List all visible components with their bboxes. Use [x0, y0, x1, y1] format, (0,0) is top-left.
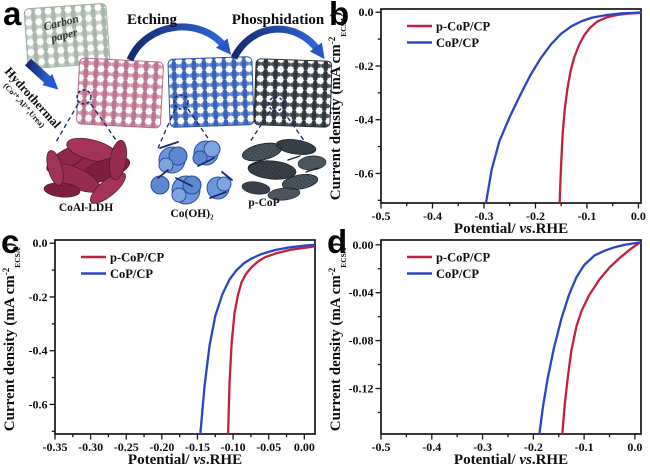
x-axis-label: Potential/ vs.RHE [454, 452, 568, 468]
y-tick-label: -0.04 [349, 286, 374, 300]
x-tick-label: -0.30 [78, 440, 103, 454]
y-tick-label: 0.0 [359, 5, 374, 19]
cooh2-label: Co(OH)₂ [170, 208, 214, 220]
pcop-structure [241, 139, 327, 201]
y-tick-label: -0.08 [349, 334, 374, 348]
x-tick-label: -0.5 [372, 209, 391, 223]
axes: -0.5 -0.4 -0.3 -0.2 -0.1 0.0 0.00 -0.04 -0.08 -0.… [349, 238, 643, 454]
panel-label-c: c [1, 223, 20, 260]
x-tick-label: -0.35 [43, 440, 68, 454]
series-group [538, 241, 641, 434]
x-tick-label: -0.2 [524, 440, 543, 454]
carbon-paper-mesh [23, 3, 111, 69]
legend-label: CoP/CP [110, 267, 153, 281]
x-tick-label: -0.05 [256, 440, 281, 454]
pcop-label: p-CoP [248, 197, 280, 209]
chart-panel-d: -0.5 -0.4 -0.3 -0.2 -0.1 0.0 0.00 -0.04 -0.08 -0.… [327, 238, 643, 468]
series-group [199, 243, 315, 434]
y-tick-label: -0.6 [29, 397, 48, 411]
etching-label: Etching [126, 12, 177, 28]
y-tick-label: -0.12 [349, 381, 374, 395]
y-axis-label: Current density (mA cm-2ECSA) [327, 243, 348, 431]
panel-label-b: b [329, 0, 350, 32]
x-tick-label: -0.10 [221, 440, 246, 454]
legend-label: p-CoP/CP [436, 251, 491, 265]
legend-label: p-CoP/CP [110, 251, 165, 265]
plot-frame [380, 239, 642, 435]
curve-CoP/CP [199, 243, 315, 434]
y-tick-label: 0.0 [33, 236, 48, 250]
x-axis-label: Potential/ vs.RHE [454, 221, 568, 237]
cooh2-structure [150, 140, 233, 205]
zoom-circle-ldh [76, 89, 92, 105]
cooh2-mesh [167, 56, 255, 128]
legend-label: CoP/CP [436, 36, 479, 50]
phosphidation-label: Phosphidation [231, 12, 325, 28]
legend-label: p-CoP/CP [436, 20, 491, 34]
x-tick-label: -0.20 [149, 440, 174, 454]
pcop-mesh [253, 58, 332, 128]
y-tick-label: -0.6 [355, 166, 374, 180]
series-group [484, 11, 641, 203]
x-tick-label: -0.4 [423, 209, 442, 223]
legend: p-CoP/CP CoP/CP [81, 251, 165, 281]
x-tick-label: -0.1 [575, 440, 594, 454]
y-tick-label: 0.00 [353, 238, 374, 252]
legend-label: CoP/CP [436, 267, 479, 281]
y-axis-label: Current density (mA cm-2ECSA) [327, 12, 348, 200]
x-tick-label: -0.15 [185, 440, 210, 454]
y-tick-label: -0.4 [29, 344, 48, 358]
legend: p-CoP/CP CoP/CP [407, 20, 491, 50]
x-tick-label: -0.2 [526, 209, 545, 223]
x-tick-label: -0.25 [114, 440, 139, 454]
plot-frame [54, 239, 316, 435]
axes: -0.35 -0.30 -0.25 -0.20 -0.15 -0.10 -0.05 0.00 0… [29, 236, 315, 454]
y-tick-label: -0.2 [355, 59, 374, 73]
chart-panel-c: -0.35 -0.30 -0.25 -0.20 -0.15 -0.10 -0.05 0.00 0… [1, 236, 316, 468]
x-tick-label: -0.1 [577, 209, 596, 223]
x-tick-label: -0.5 [372, 440, 391, 454]
x-tick-label: 0.0 [627, 440, 642, 454]
curve-CoP/CP [484, 11, 641, 203]
curve-p-CoP/CP [226, 245, 315, 434]
curve-CoP/CP [538, 241, 641, 434]
legend: p-CoP/CP CoP/CP [407, 251, 491, 281]
zoom-dashed-lines [55, 103, 309, 149]
chart-panel-b: -0.5 -0.4 -0.3 -0.2 -0.1 0.0 0.0 -0.2 -0.4 -0.6 p-… [327, 5, 646, 237]
axes: -0.5 -0.4 -0.3 -0.2 -0.1 0.0 0.0 -0.2 -0.4 -0.6 [355, 5, 646, 223]
x-tick-label: -0.3 [473, 440, 492, 454]
x-tick-label: -0.3 [474, 209, 493, 223]
schematic-art [23, 3, 332, 205]
y-axis-label: Current density (mA cm-2ECSA) [1, 243, 22, 431]
y-tick-label: -0.2 [29, 290, 48, 304]
curve-p-CoP/CP [558, 11, 641, 203]
plot-frame [380, 8, 642, 204]
coal-ldh-label: CoAl-LDH [58, 202, 114, 214]
x-tick-label: 0.0 [631, 209, 646, 223]
y-tick-label: -0.4 [355, 113, 374, 127]
zoom-circle-pcop [268, 96, 284, 112]
x-axis-label: Potential/ vs.RHE [128, 452, 242, 468]
panel-a-schematic: Carbon paper Hydrothermal (Co²⁺,Al³⁺,Ure… [0, 0, 332, 231]
panel-label-d: d [327, 223, 348, 260]
x-tick-label: 0.00 [294, 440, 315, 454]
zoom-circle-cooh2 [173, 94, 189, 110]
hydrothermal-arrow [24, 58, 59, 90]
etching-arrow [126, 23, 232, 62]
phosphidation-arrow [230, 25, 325, 60]
coal-ldh-structure [43, 137, 131, 204]
curve-p-CoP/CP [561, 241, 641, 434]
panel-label-a: a [3, 0, 22, 32]
x-tick-label: -0.4 [422, 440, 441, 454]
coal-ldh-mesh [76, 57, 164, 129]
